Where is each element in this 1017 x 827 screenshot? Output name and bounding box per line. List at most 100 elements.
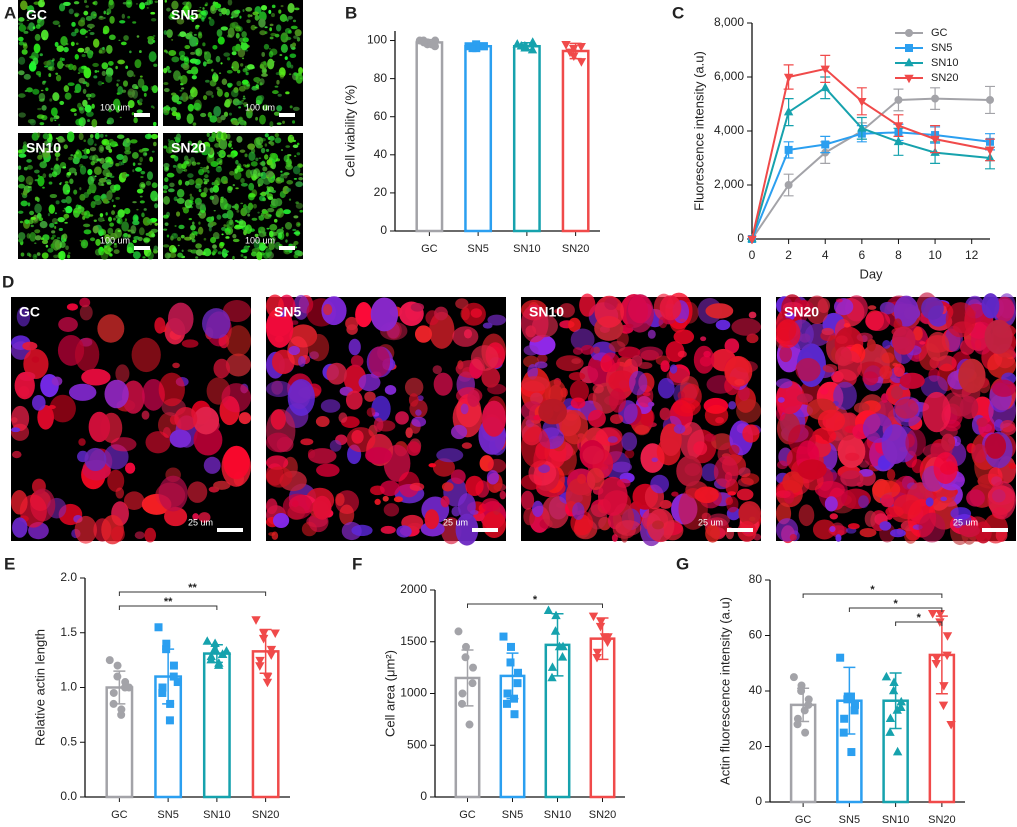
texture (295, 181, 303, 188)
texture (261, 51, 266, 57)
texture (164, 177, 169, 183)
texture (631, 355, 643, 367)
texture (141, 410, 150, 420)
legend-marker (905, 29, 913, 37)
texture (101, 82, 105, 84)
texture (83, 65, 87, 69)
texture (255, 116, 259, 121)
texture (20, 0, 28, 11)
texture (451, 506, 461, 517)
texture (293, 35, 298, 39)
texture (199, 6, 202, 9)
texture (147, 251, 154, 260)
texture (213, 209, 216, 212)
scale-bar (279, 246, 295, 250)
texture (290, 135, 294, 138)
texture (131, 337, 161, 373)
texture (172, 247, 177, 253)
texture (28, 187, 32, 192)
texture (176, 17, 185, 25)
texture (348, 338, 361, 356)
data-point (527, 37, 538, 46)
texture (197, 226, 204, 235)
texture (609, 388, 626, 413)
texture (236, 135, 243, 143)
texture (163, 214, 169, 219)
texture (465, 475, 484, 496)
texture (776, 378, 793, 389)
texture (94, 143, 97, 146)
texture (275, 158, 281, 162)
texture (82, 223, 91, 228)
data-point (784, 181, 793, 189)
texture (74, 90, 79, 93)
data-point (850, 706, 859, 715)
data-point (931, 94, 940, 103)
texture (111, 526, 125, 542)
texture (58, 123, 61, 127)
texture (858, 469, 874, 477)
texture (919, 341, 926, 345)
texture (703, 350, 711, 358)
texture (91, 103, 95, 109)
x-tick-label: SN5 (839, 814, 860, 826)
texture (59, 182, 62, 185)
texture (18, 41, 25, 46)
texture (271, 109, 274, 112)
texture (39, 161, 48, 169)
texture (262, 176, 271, 185)
texture (107, 117, 115, 125)
texture (58, 227, 63, 231)
texture (266, 227, 270, 230)
texture (56, 237, 61, 240)
texture (94, 132, 100, 140)
texture (173, 9, 179, 16)
texture (55, 72, 59, 75)
texture (669, 364, 678, 374)
texture (252, 203, 257, 209)
texture (45, 244, 49, 248)
texture (779, 345, 792, 363)
texture (261, 104, 270, 111)
texture (141, 212, 145, 218)
texture (406, 441, 421, 456)
texture (886, 468, 896, 481)
texture (195, 47, 203, 57)
texture (595, 427, 623, 446)
texture (230, 16, 234, 19)
y-axis-label: Fluorescence intensity (a.u) (691, 51, 706, 211)
texture (151, 150, 155, 153)
texture (296, 36, 301, 42)
texture (179, 31, 187, 38)
texture (740, 473, 760, 485)
texture (190, 224, 196, 231)
texture (203, 95, 208, 101)
texture (212, 244, 217, 249)
texture (69, 178, 74, 185)
texture (881, 352, 895, 364)
texture (62, 183, 71, 195)
texture (321, 296, 347, 326)
panel-letter: G (676, 554, 689, 573)
scale-label: 100 um (100, 102, 130, 112)
legend-marker (904, 57, 914, 67)
texture (238, 220, 247, 228)
texture (23, 73, 31, 80)
texture (173, 144, 182, 152)
data-point (510, 710, 519, 719)
texture (450, 424, 468, 440)
texture (75, 42, 79, 46)
texture (175, 211, 181, 217)
texture (23, 30, 29, 34)
texture (59, 57, 63, 62)
texture (461, 442, 473, 449)
texture (143, 92, 147, 97)
texture (57, 60, 64, 70)
texture (149, 156, 154, 163)
texture (138, 149, 144, 153)
texture (223, 111, 229, 117)
data-point (592, 653, 602, 663)
texture (187, 140, 193, 146)
texture (893, 363, 905, 377)
texture (523, 507, 536, 526)
